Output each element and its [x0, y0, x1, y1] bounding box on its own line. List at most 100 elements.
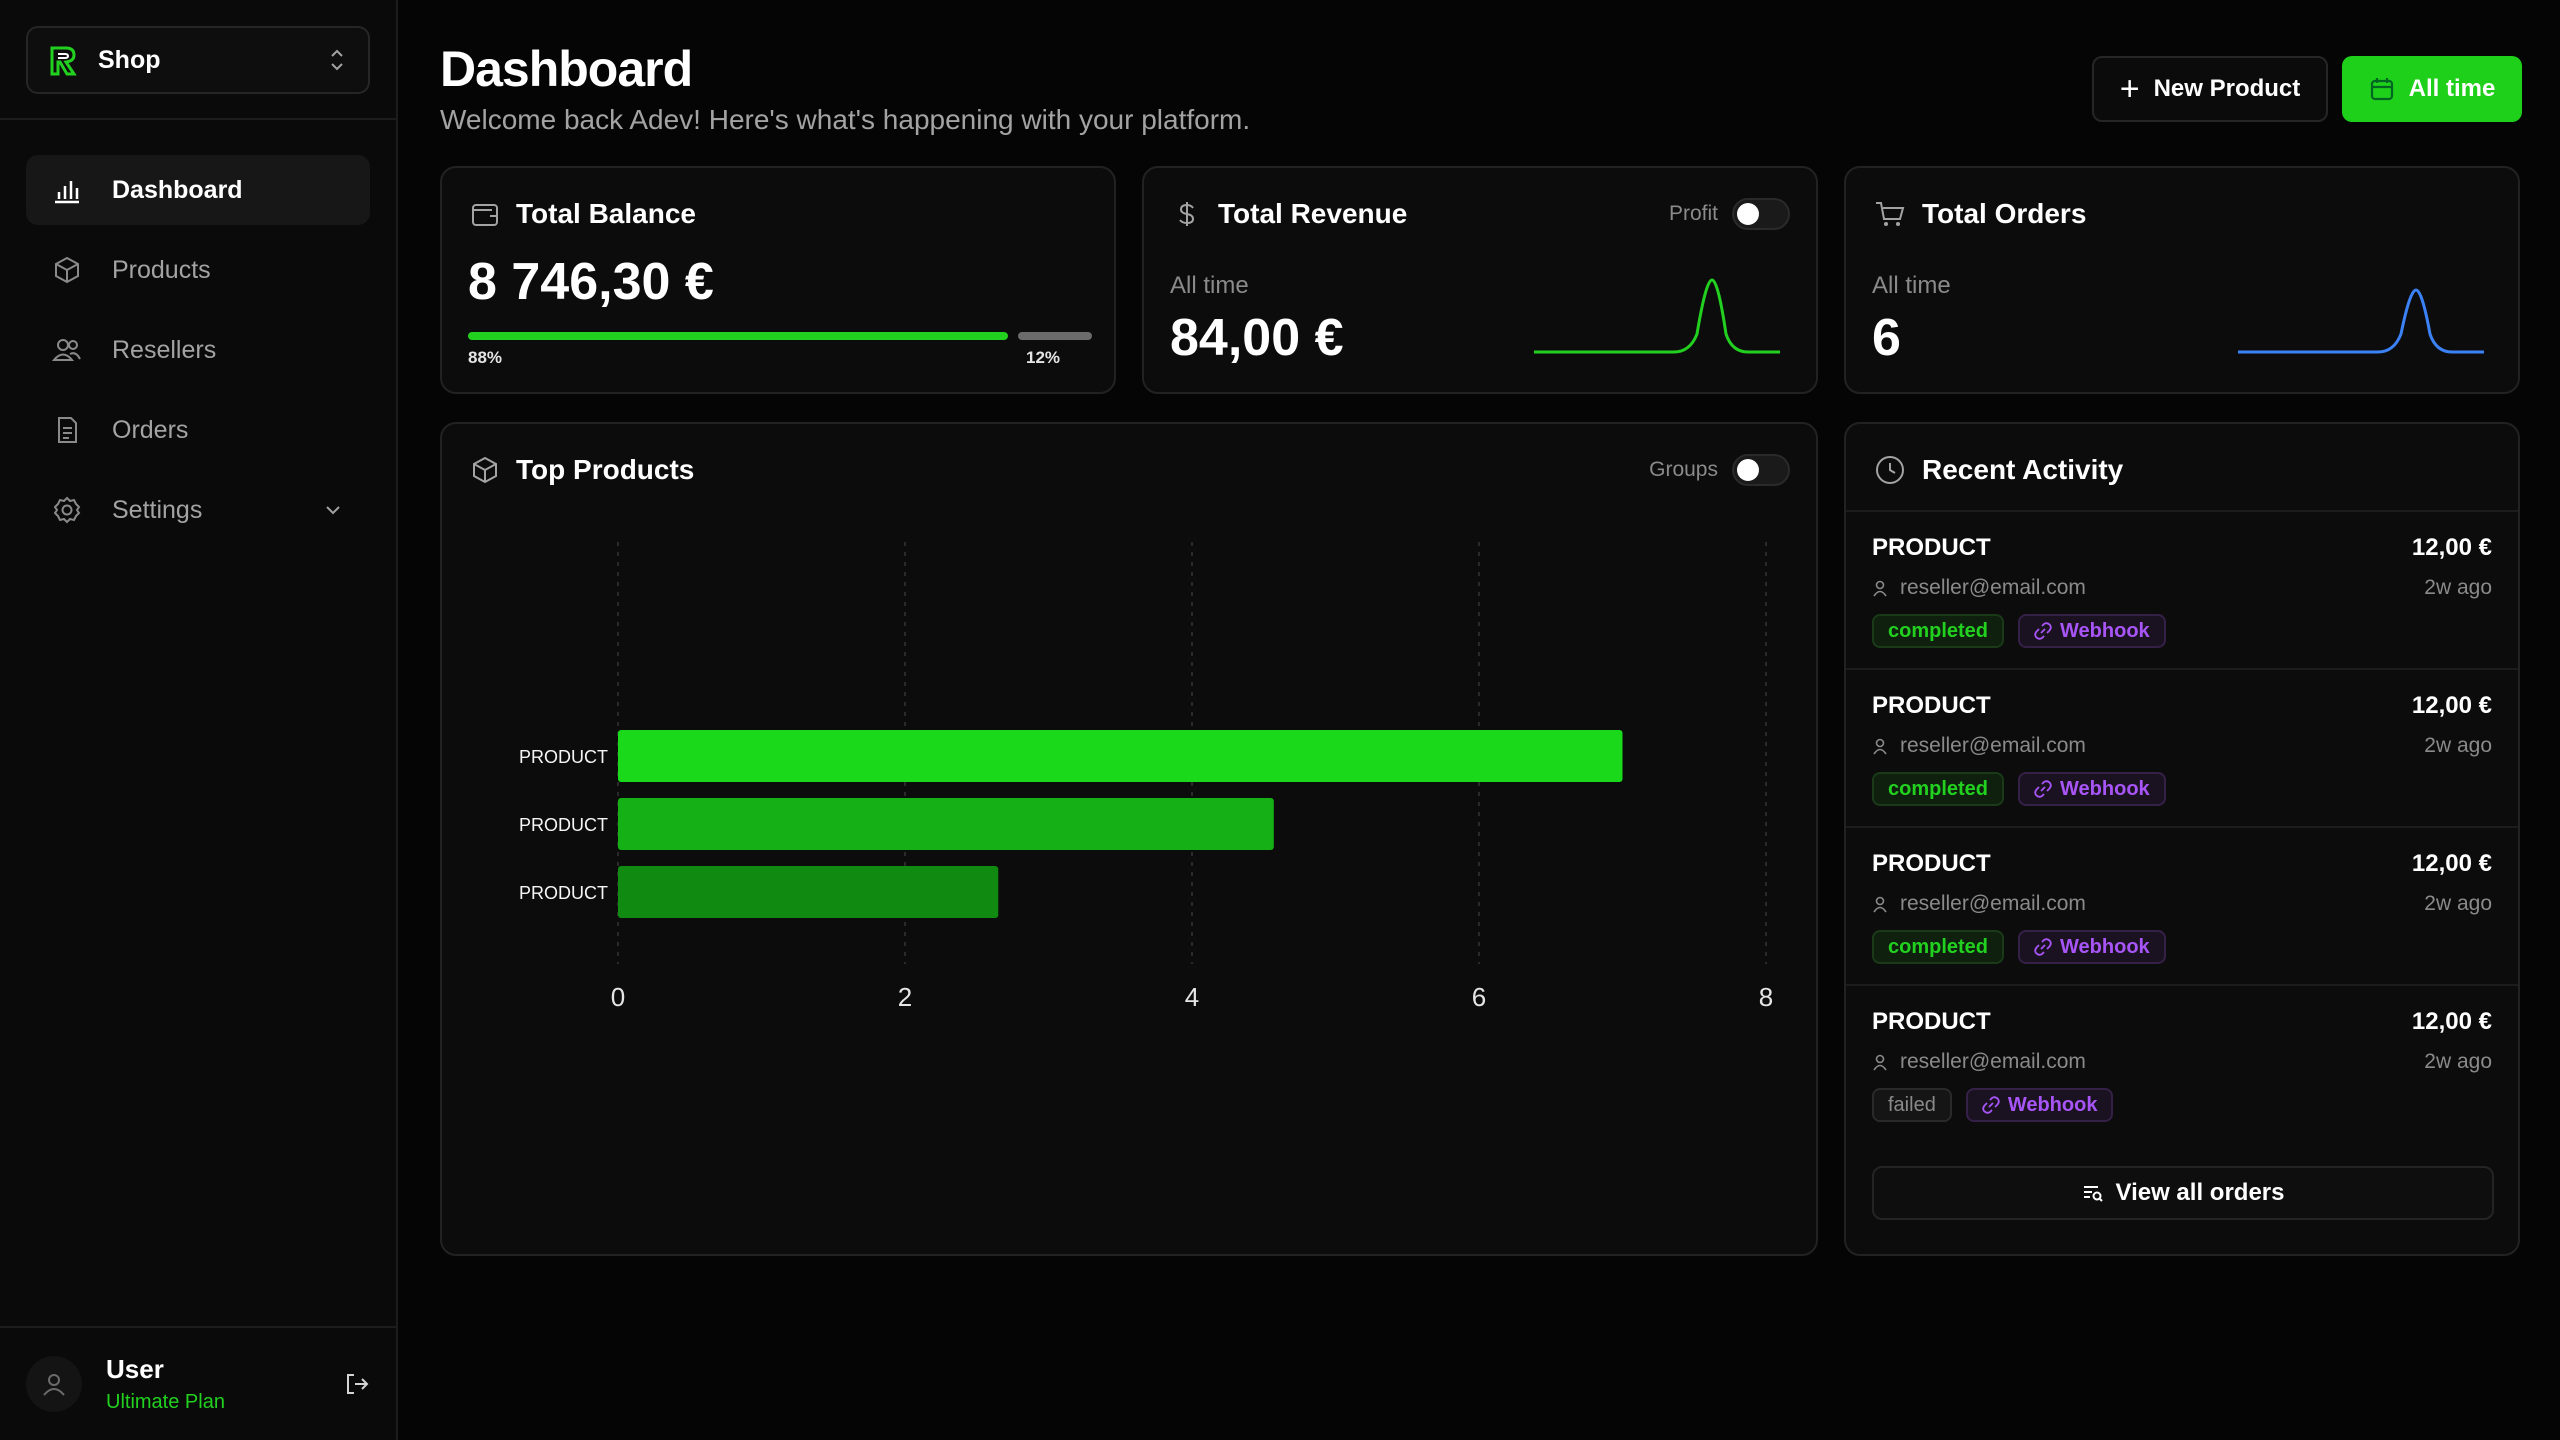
link-icon — [2034, 938, 2052, 956]
status-badge: failed — [1872, 1088, 1952, 1122]
profit-toggle[interactable] — [1732, 198, 1790, 230]
webhook-badge[interactable]: Webhook — [2018, 772, 2166, 806]
groups-toggle[interactable] — [1732, 454, 1790, 486]
status-badge: completed — [1872, 930, 2005, 964]
activity-amount: 12,00 € — [2411, 1008, 2492, 1035]
activity-product: PRODUCT — [1872, 1008, 1991, 1035]
list-item[interactable]: PRODUCT 12,00 € reseller@email.com 2w ag… — [1846, 826, 2518, 984]
plus-icon: + — [2119, 70, 2140, 108]
user-name: User — [106, 1354, 164, 1384]
sidebar-divider — [0, 118, 398, 120]
new-product-button[interactable]: + New Product — [2092, 56, 2328, 122]
card-title: Recent Activity — [1874, 454, 2123, 486]
bar-chart-icon — [52, 175, 82, 205]
sidebar-item-products[interactable]: Products — [26, 235, 370, 305]
orders-sparkline — [2238, 288, 2484, 354]
sidebar-item-label: Resellers — [112, 335, 217, 364]
sidebar-nav: Dashboard Products Resellers Orders Sett… — [26, 155, 370, 555]
webhook-badge[interactable]: Webhook — [2018, 930, 2166, 964]
sidebar-item-dashboard[interactable]: Dashboard — [26, 155, 370, 225]
webhook-badge[interactable]: Webhook — [1965, 1088, 2114, 1122]
orders-period: All time — [1872, 272, 1951, 299]
users-icon — [52, 335, 82, 365]
link-icon — [1982, 1096, 2000, 1114]
webhook-label: Webhook — [2060, 935, 2150, 958]
list-item[interactable]: PRODUCT 12,00 € reseller@email.com 2w ag… — [1846, 668, 2518, 826]
activity-amount: 12,00 € — [2411, 692, 2492, 719]
list-item[interactable]: PRODUCT 12,00 € reseller@email.com 2w ag… — [1846, 510, 2518, 668]
activity-email-text: reseller@email.com — [1900, 892, 2086, 915]
activity-badges: completed Webhook — [1872, 614, 2180, 648]
activity-product: PRODUCT — [1872, 534, 1991, 561]
list-search-icon — [2083, 1186, 2103, 1202]
chart-x-tick-label: 6 — [1472, 982, 1486, 1012]
sidebar-item-label: Orders — [112, 415, 189, 444]
activity-email: reseller@email.com — [1872, 892, 2086, 916]
activity-time: 2w ago — [2424, 892, 2492, 915]
status-badge: completed — [1872, 772, 2005, 806]
revenue-value: 84,00 € — [1170, 309, 1344, 367]
chart-category-label: PRODUCT — [519, 747, 608, 767]
activity-amount: 12,00 € — [2411, 850, 2492, 877]
balance-split-bar-secondary — [1018, 332, 1092, 340]
cart-icon — [1876, 202, 1905, 226]
calendar-icon — [2370, 78, 2393, 101]
user-icon — [1873, 1054, 1887, 1071]
chart-bar — [618, 798, 1274, 850]
box-icon — [473, 456, 497, 484]
activity-badges: completed Webhook — [1872, 772, 2180, 806]
link-icon — [2034, 780, 2052, 798]
activity-email-text: reseller@email.com — [1900, 1050, 2086, 1073]
sidebar-item-settings[interactable]: Settings — [26, 475, 370, 545]
groups-toggle-wrap: Groups — [1649, 454, 1790, 486]
chevron-down-icon[interactable] — [322, 499, 344, 521]
shop-selector[interactable]: Shop — [26, 26, 370, 94]
groups-toggle-label: Groups — [1649, 458, 1718, 481]
user-icon — [1873, 738, 1887, 755]
sidebar-item-resellers[interactable]: Resellers — [26, 315, 370, 385]
view-all-orders-button[interactable]: View all orders — [1872, 1166, 2494, 1220]
chart-category-label: PRODUCT — [519, 883, 608, 903]
activity-email: reseller@email.com — [1872, 576, 2086, 600]
logout-icon[interactable] — [342, 1369, 372, 1399]
balance-right-pct: 12% — [1026, 348, 1061, 367]
avatar[interactable] — [26, 1356, 82, 1412]
orders-title: Total Orders — [1922, 198, 2087, 229]
balance-left-pct: 88% — [468, 348, 503, 367]
card-title: Total Revenue — [1172, 198, 1407, 230]
chart-x-tick-label: 0 — [611, 982, 625, 1012]
link-icon — [2034, 622, 2052, 640]
time-range-button[interactable]: All time — [2342, 56, 2522, 122]
sidebar-item-orders[interactable]: Orders — [26, 395, 370, 465]
chart-x-tick-label: 8 — [1759, 982, 1773, 1012]
card-title: Total Orders — [1874, 198, 2086, 230]
time-range-label: All time — [2408, 75, 2496, 102]
recent-activity-card: Recent Activity PRODUCT 12,00 € reseller… — [1844, 422, 2520, 1256]
activity-badges: completed Webhook — [1872, 930, 2180, 964]
orders-value: 6 — [1872, 309, 1901, 367]
activity-product: PRODUCT — [1872, 850, 1991, 877]
user-icon — [1873, 896, 1887, 913]
webhook-badge[interactable]: Webhook — [2018, 614, 2166, 648]
chart-bar — [618, 730, 1623, 782]
user-icon — [1873, 580, 1887, 597]
list-item[interactable]: PRODUCT 12,00 € reseller@email.com 2w ag… — [1846, 984, 2518, 1142]
revenue-title: Total Revenue — [1218, 198, 1408, 229]
page-title: Dashboard — [440, 41, 693, 97]
revenue-sparkline — [1534, 278, 1780, 354]
activity-list: PRODUCT 12,00 € reseller@email.com 2w ag… — [1846, 510, 2518, 1142]
user-info: User Ultimate Plan — [106, 1354, 342, 1414]
recent-activity-title: Recent Activity — [1922, 454, 2124, 485]
webhook-label: Webhook — [2007, 1093, 2098, 1116]
balance-value: 8 746,30 € — [468, 253, 714, 311]
new-product-label: New Product — [2153, 75, 2301, 102]
top-products-chart: 0 2 4 6 8 PRODUCT PRODUCT PRODUCT — [519, 542, 1773, 1012]
activity-email: reseller@email.com — [1872, 734, 2086, 758]
revenue-period: All time — [1170, 272, 1249, 299]
profit-toggle-label: Profit — [1668, 202, 1718, 225]
sidebar-item-label: Dashboard — [112, 175, 243, 204]
activity-badges: failed Webhook — [1872, 1088, 2127, 1122]
top-products-card: Top Products Groups 0 2 4 6 8 PRODUCT PRODUCT P… — [440, 422, 1818, 1256]
wallet-icon — [472, 204, 498, 226]
balance-split-bar-primary — [468, 332, 1008, 340]
